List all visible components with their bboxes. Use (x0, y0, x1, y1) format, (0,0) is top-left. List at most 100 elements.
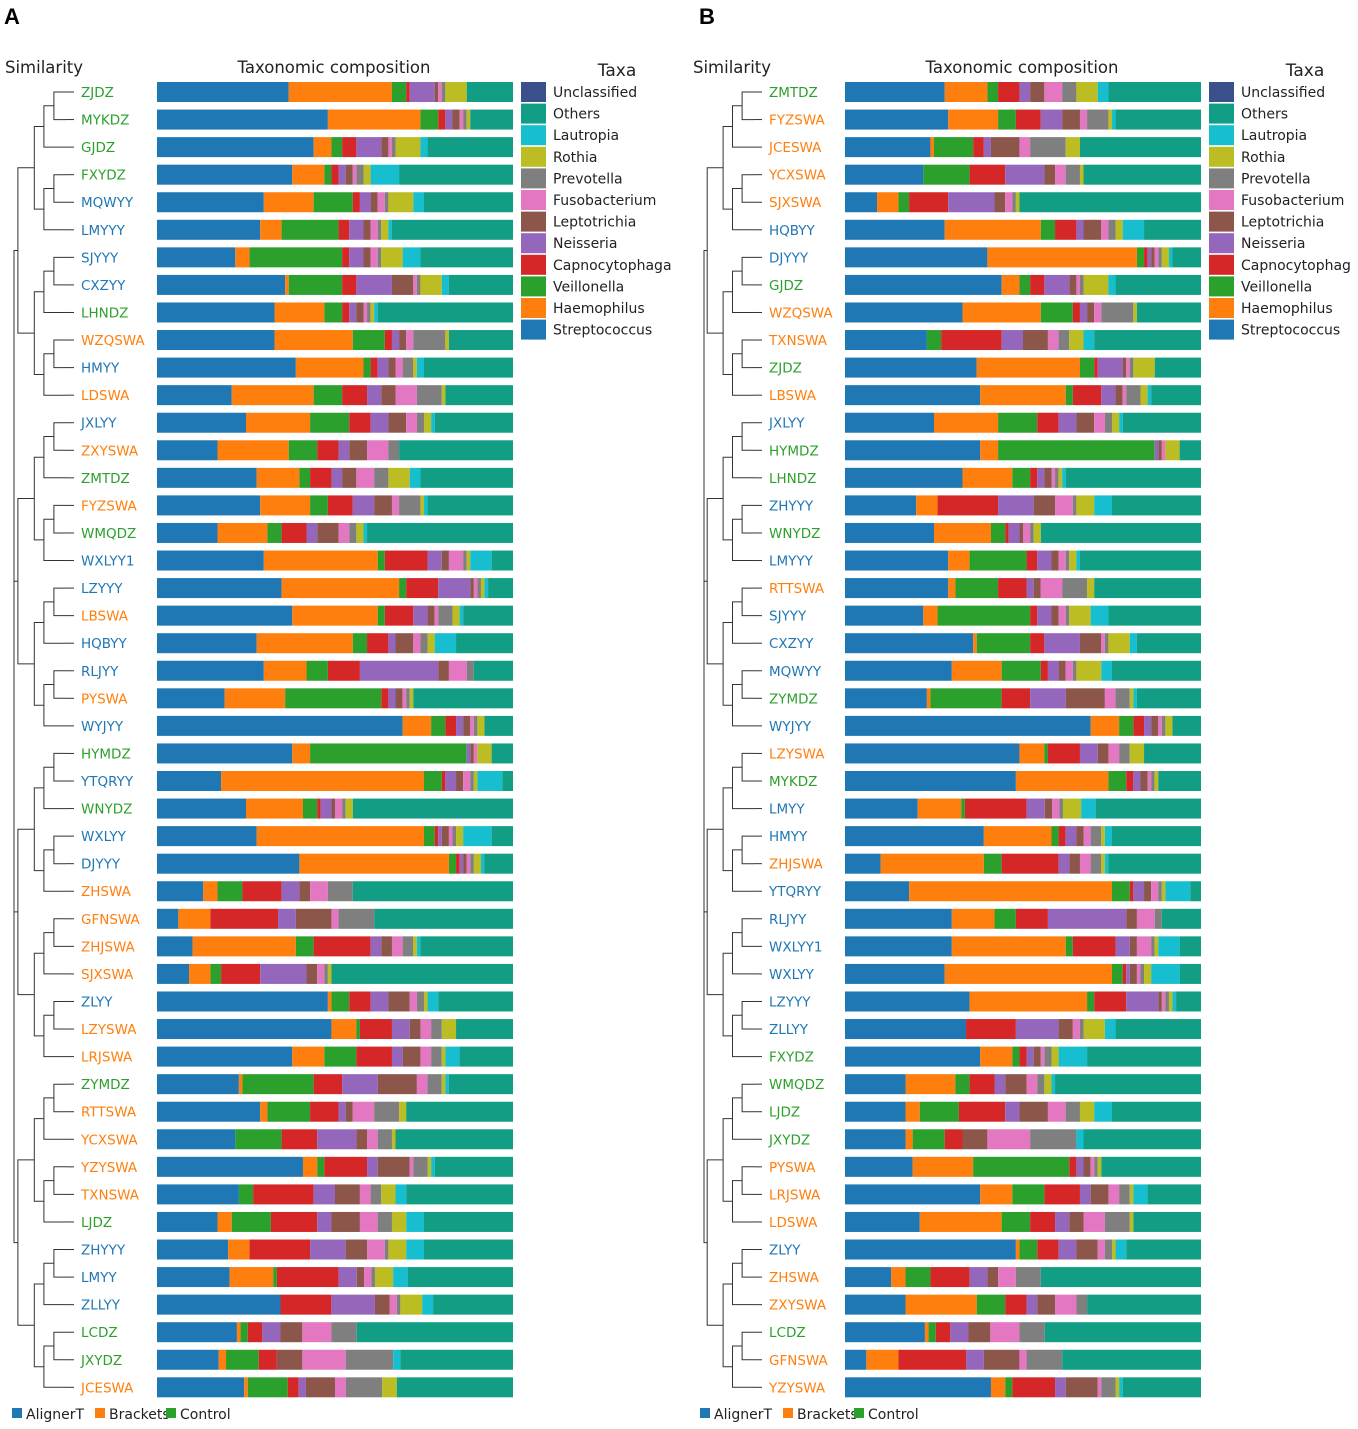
bar-segment-zllyy-prevotella (1079, 1019, 1084, 1040)
bar-segment-zymdz-lautropia (445, 1074, 449, 1095)
bar-segment-hmyy-veillonella (1051, 826, 1059, 847)
bar-segment-cxzyy-streptococcus (845, 633, 974, 654)
bar-segment-ljdz-fusobacterium (359, 1211, 378, 1232)
bar-segment-yzyswa-streptococcus (157, 1156, 303, 1177)
sample-label: WMQDZ (81, 526, 136, 542)
sample-label: WNYDZ (81, 802, 132, 818)
sample-label: ZHJSWA (81, 939, 136, 955)
bar-segment-lmyy-haemophilus (229, 1267, 274, 1288)
bar-segment-fxydz-capnocytophaga (331, 164, 339, 185)
bar-segment-zlyy-veillonella (1019, 1239, 1038, 1260)
bar-segment-hymdz-veillonella (310, 743, 467, 764)
bar-segment-jceswa-streptococcus (157, 1377, 245, 1398)
bar-segment-zjdz-rothia (1133, 357, 1155, 378)
bar-segment-lmyy-neisseria (338, 1267, 357, 1288)
sample-label: ZHYYY (769, 498, 814, 514)
bar-segment-wxlyy-veillonella (424, 826, 435, 847)
dendrogram-branch (741, 91, 754, 121)
dendrogram-branch (53, 91, 66, 121)
bar-segment-wzqswa-prevotella (1101, 302, 1134, 323)
bar-segment-ldswa-prevotella (416, 385, 442, 406)
dendrogram-branch (53, 1331, 66, 1361)
bar-segment-hqbyy-leptotrichia (395, 633, 414, 654)
bar-segment-sjxswa-haemophilus (877, 192, 899, 213)
dendrogram-branch (741, 174, 754, 203)
bar-segment-gjdz-haemophilus (1001, 274, 1020, 295)
sample-label: JXLYY (768, 416, 805, 432)
bar-segment-zhswa-neisseria (281, 881, 300, 902)
bar-segment-hqbyy-fusobacterium (413, 633, 421, 654)
bar-segment-lrjswa-capnocytophaga (1044, 1184, 1080, 1205)
dendrogram-branch (741, 422, 754, 451)
sample-label: ZLYY (769, 1243, 801, 1259)
bar-segment-zhswa-others (1040, 1267, 1201, 1288)
bar-segment-lzyyy-neisseria (438, 578, 471, 599)
bar-segment-zmtdz-neisseria (331, 467, 343, 488)
bar-segment-sjxswa-prevotella (1012, 192, 1016, 213)
bar-segment-lmyyy-lautropia (1076, 550, 1080, 571)
bar-segment-ytqryy-rothia (1161, 881, 1166, 902)
bar-segment-gfnswa-capnocytophaga (898, 1349, 967, 1370)
bar-segment-lzyyy-fusobacterium (473, 578, 478, 599)
bar-segment-yzyswa-lautropia (431, 1156, 435, 1177)
bar-segment-fyzswa-others (427, 495, 513, 516)
bar-segment-wmqdz-prevotella (349, 522, 357, 543)
dendrogram-branch (741, 504, 754, 534)
bar-segment-mqwyy-haemophilus (951, 660, 1002, 681)
bar-segment-ytqryy-streptococcus (845, 881, 910, 902)
bar-segment-lzyswa-neisseria (391, 1019, 410, 1040)
panel-a: A Similarity Taxonomic composition Taxa … (4, 4, 672, 1423)
bar-segment-sjyyy-prevotella (1065, 605, 1070, 626)
bar-segment-wzqswa-capnocytophaga (384, 330, 392, 351)
bar-segment-pyswa-capnocytophaga (1069, 1156, 1077, 1177)
bar-segment-lzyyy-veillonella (1087, 991, 1095, 1012)
legend-swatch-capnocytophaga (521, 254, 546, 275)
bar-segment-yzyswa-prevotella (1101, 1377, 1116, 1398)
bar-segment-zjdz-capnocytophaga (406, 82, 410, 102)
bar-segment-mqwyy-prevotella (1072, 660, 1077, 681)
dendrogram-branch (741, 1166, 754, 1195)
bar-segment-zmtdz-neisseria (1019, 82, 1031, 102)
bar-segment-wmqdz-fusobacterium (1026, 1074, 1038, 1095)
bar-segment-mykdz-capnocytophaga (1126, 771, 1134, 791)
bar-segment-ycxswa-others (395, 1129, 513, 1150)
bar-segment-zhyyy-leptotrichia (345, 1239, 368, 1260)
bar-segment-rttswa-fusobacterium (352, 1101, 375, 1122)
bar-segment-yzyswa-capnocytophaga (324, 1156, 368, 1177)
bar-segment-lhndz-haemophilus (274, 302, 325, 323)
legend-label-prevotella: Prevotella (553, 171, 623, 187)
sample-label: LCDZ (769, 1325, 806, 1341)
bar-segment-rttswa-prevotella (1062, 578, 1088, 599)
bar-segment-wxlyy-veillonella (1112, 963, 1123, 984)
bar-segment-lmyy-prevotella (1059, 798, 1063, 819)
bar-segment-jxydz-streptococcus (845, 1129, 906, 1150)
bar-segment-ytqryy-neisseria (445, 771, 457, 791)
bar-segment-rljyy-others (1161, 908, 1201, 929)
bar-segment-zxyswa-veillonella (976, 1294, 1006, 1315)
bar-segment-wmqdz-rothia (1044, 1074, 1052, 1095)
bar-segment-lmyyy-others (1079, 550, 1201, 571)
bar-segment-gjdz-prevotella (1079, 274, 1084, 295)
bar-segment-lbswa-haemophilus (980, 385, 1066, 406)
bar-segment-ldswa-haemophilus (919, 1211, 1002, 1232)
bar-segment-wyjyy-prevotella (473, 715, 478, 736)
bar-segment-ldswa-streptococcus (845, 1211, 920, 1232)
panel-a-title: Taxonomic composition (237, 58, 431, 77)
bar-segment-jxlyy-neisseria (1058, 412, 1077, 433)
bar-segment-wnydz-streptococcus (157, 798, 246, 819)
bar-segment-lzyyy-capnocytophaga (406, 578, 439, 599)
bar-segment-zhyyy-haemophilus (916, 495, 938, 516)
bar-segment-zmtdz-streptococcus (157, 467, 257, 488)
bar-segment-wzqswa-streptococcus (845, 302, 963, 323)
bar-segment-lcdz-veillonella (928, 1322, 936, 1343)
bar-segment-wnydz-leptotrichia (331, 798, 335, 819)
bar-segment-fyzswa-capnocytophaga (327, 495, 353, 516)
bar-segment-lbswa-rothia (452, 605, 460, 626)
bar-segment-hmyy-lautropia (416, 357, 424, 378)
sample-label: JCESWA (768, 140, 822, 156)
bar-segment-gfnswa-fusobacterium (1019, 1349, 1027, 1370)
bar-segment-ycxswa-rothia (391, 1129, 396, 1150)
legend-swatch-lautropia (1209, 125, 1234, 146)
dendrogram-branch (741, 1001, 754, 1030)
bar-segment-gjdz-fusobacterium (388, 137, 392, 158)
